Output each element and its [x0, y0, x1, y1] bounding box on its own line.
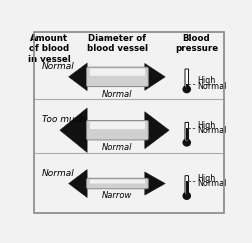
Circle shape [182, 139, 191, 147]
Text: Normal: Normal [102, 143, 133, 152]
FancyBboxPatch shape [87, 178, 148, 189]
Text: Normal: Normal [198, 126, 227, 135]
FancyBboxPatch shape [87, 67, 148, 87]
Text: Too much: Too much [42, 115, 86, 124]
Text: Amount
of blood
in vessel: Amount of blood in vessel [28, 34, 71, 64]
FancyBboxPatch shape [87, 121, 148, 140]
Text: High: High [198, 121, 216, 130]
FancyBboxPatch shape [90, 69, 145, 76]
Polygon shape [69, 170, 90, 198]
Polygon shape [145, 172, 165, 195]
Polygon shape [145, 63, 165, 90]
Polygon shape [60, 108, 90, 152]
Polygon shape [69, 63, 90, 91]
Text: Normal: Normal [42, 169, 75, 178]
FancyBboxPatch shape [90, 122, 145, 129]
Text: Narrow: Narrow [102, 191, 133, 200]
Circle shape [182, 85, 191, 93]
Text: Blood
pressure: Blood pressure [175, 34, 218, 53]
Bar [186, 84, 188, 87]
Text: Normal: Normal [42, 62, 75, 71]
Bar [186, 128, 188, 140]
Text: High: High [198, 174, 216, 183]
FancyBboxPatch shape [185, 122, 188, 141]
Text: Normal: Normal [198, 82, 227, 91]
Polygon shape [145, 112, 169, 149]
Text: Normal: Normal [102, 90, 133, 99]
FancyBboxPatch shape [185, 176, 188, 194]
Text: Diameter of
blood vessel: Diameter of blood vessel [87, 34, 148, 53]
FancyBboxPatch shape [90, 180, 145, 183]
Circle shape [182, 192, 191, 200]
FancyBboxPatch shape [185, 69, 188, 87]
Bar [186, 181, 188, 194]
Text: Normal: Normal [198, 179, 227, 188]
Text: High: High [198, 77, 216, 86]
